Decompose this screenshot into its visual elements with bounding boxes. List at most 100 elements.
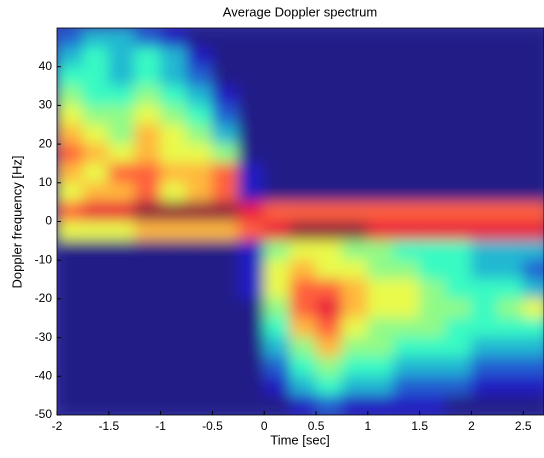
heat-cell bbox=[445, 143, 472, 164]
heat-cell bbox=[237, 201, 265, 222]
heat-cell bbox=[160, 66, 188, 87]
heat-cell bbox=[419, 279, 447, 300]
heat-cell bbox=[341, 28, 369, 48]
heat-cell bbox=[522, 104, 544, 126]
heat-cell bbox=[134, 182, 162, 203]
heat-cell bbox=[82, 259, 110, 281]
heat-cell bbox=[237, 162, 265, 184]
heat-cell bbox=[289, 182, 317, 203]
heat-cell bbox=[57, 337, 84, 358]
heat-cell bbox=[289, 46, 317, 68]
heat-cell bbox=[160, 356, 188, 377]
heat-cell bbox=[419, 221, 447, 242]
heat-cell bbox=[470, 375, 498, 397]
heat-cell bbox=[419, 124, 447, 145]
heat-cell bbox=[134, 337, 162, 358]
heat-cell bbox=[186, 337, 213, 358]
heat-cell bbox=[445, 337, 472, 358]
heat-cell bbox=[134, 298, 162, 319]
heat-cell bbox=[108, 182, 136, 203]
heat-cell bbox=[237, 85, 265, 106]
heat-cell bbox=[315, 337, 343, 358]
heat-cell bbox=[367, 240, 395, 261]
heat-cell bbox=[57, 240, 84, 261]
heat-cell bbox=[393, 356, 421, 377]
heat-cell bbox=[82, 317, 110, 339]
y-tick-label: 0 bbox=[45, 214, 52, 228]
heat-cell bbox=[82, 201, 110, 222]
heat-cell bbox=[445, 317, 472, 339]
heat-cell bbox=[393, 46, 421, 68]
heat-cell bbox=[160, 201, 188, 222]
heat-cell bbox=[367, 46, 395, 68]
heat-cell bbox=[393, 259, 421, 281]
heat-cell bbox=[134, 221, 162, 242]
heat-cell bbox=[445, 104, 472, 126]
heat-cell bbox=[108, 221, 136, 242]
heat-cell bbox=[108, 337, 136, 358]
heat-cell bbox=[393, 182, 421, 203]
y-tick-label: -50 bbox=[35, 407, 53, 421]
heat-cell bbox=[211, 28, 239, 48]
heat-cell bbox=[57, 182, 84, 203]
heat-cell bbox=[57, 317, 84, 339]
heat-cell bbox=[522, 66, 544, 87]
heat-cell bbox=[82, 46, 110, 68]
heat-cell bbox=[263, 375, 291, 397]
heat-cell bbox=[237, 356, 265, 377]
heat-cell bbox=[57, 356, 84, 377]
heat-cell bbox=[341, 182, 369, 203]
heat-cell bbox=[315, 279, 343, 300]
heat-cell bbox=[496, 259, 524, 281]
heat-cell bbox=[315, 104, 343, 126]
heat-cell bbox=[186, 356, 213, 377]
heat-cell bbox=[289, 240, 317, 261]
heat-cell bbox=[341, 124, 369, 145]
y-tick-label: 10 bbox=[39, 175, 53, 189]
heat-cell bbox=[263, 162, 291, 184]
heat-cell bbox=[263, 317, 291, 339]
heat-cell bbox=[160, 375, 188, 397]
heat-cell bbox=[57, 66, 84, 87]
heat-cell bbox=[522, 356, 544, 377]
heat-cell bbox=[496, 66, 524, 87]
heat-cell bbox=[496, 337, 524, 358]
x-tick-label: 2.5 bbox=[515, 419, 532, 433]
heat-cell bbox=[134, 85, 162, 106]
heat-cell bbox=[341, 201, 369, 222]
heat-cell bbox=[263, 201, 291, 222]
heat-cell bbox=[445, 259, 472, 281]
heat-cell bbox=[82, 28, 110, 48]
heat-cell bbox=[470, 240, 498, 261]
heat-cell bbox=[470, 182, 498, 203]
heat-cell bbox=[108, 240, 136, 261]
heat-cell bbox=[237, 395, 265, 415]
heat-cell bbox=[160, 124, 188, 145]
heat-cell bbox=[82, 298, 110, 319]
heat-cell bbox=[160, 46, 188, 68]
heat-cell bbox=[470, 46, 498, 68]
heat-cell bbox=[186, 162, 213, 184]
heat-cell bbox=[522, 201, 544, 222]
heat-cell bbox=[211, 259, 239, 281]
heat-cell bbox=[82, 375, 110, 397]
heat-cell bbox=[522, 298, 544, 319]
heat-cell bbox=[470, 356, 498, 377]
heat-cell bbox=[263, 221, 291, 242]
heat-cell bbox=[160, 279, 188, 300]
heat-cell bbox=[186, 317, 213, 339]
heat-cell bbox=[211, 337, 239, 358]
heat-cell bbox=[393, 162, 421, 184]
heat-cell bbox=[160, 259, 188, 281]
heat-cell bbox=[522, 240, 544, 261]
heat-cell bbox=[496, 162, 524, 184]
heat-cell bbox=[315, 66, 343, 87]
heat-cell bbox=[186, 85, 213, 106]
heat-cell bbox=[522, 124, 544, 145]
heat-cell bbox=[289, 162, 317, 184]
y-axis-label: Doppler frequency [Hz] bbox=[9, 156, 24, 289]
heat-cell bbox=[470, 337, 498, 358]
heat-cell bbox=[263, 28, 291, 48]
heat-cell bbox=[496, 279, 524, 300]
heat-cell bbox=[263, 395, 291, 415]
